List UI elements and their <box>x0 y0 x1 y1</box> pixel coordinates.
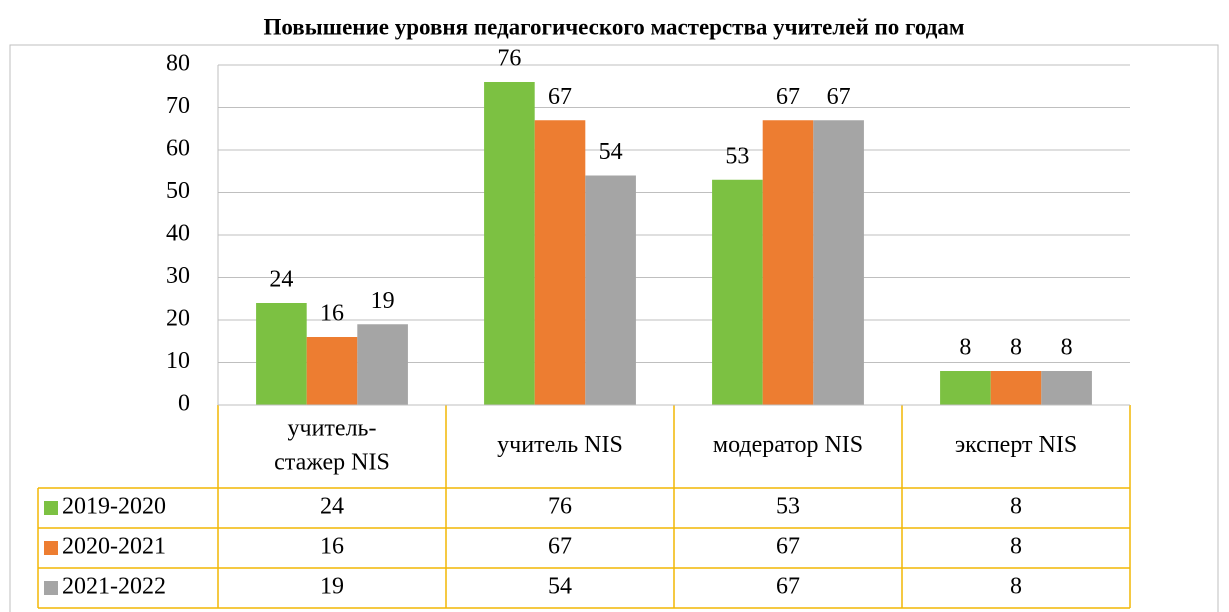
y-tick-label: 30 <box>166 263 190 289</box>
bar <box>484 82 535 405</box>
data-label: 8 <box>1061 335 1073 361</box>
data-label: 8 <box>959 335 971 361</box>
y-tick-label: 20 <box>166 306 190 332</box>
legend-label: 2021-2022 <box>62 574 166 600</box>
data-label: 19 <box>371 288 395 314</box>
y-tick-label: 80 <box>166 51 190 77</box>
x-tick-label: модератор NIS <box>713 432 863 458</box>
legend-swatch <box>44 541 58 555</box>
table-value: 76 <box>548 494 572 520</box>
table-value: 67 <box>548 534 572 560</box>
table-value: 67 <box>776 574 800 600</box>
table-value: 19 <box>320 574 344 600</box>
legend-label: 2019-2020 <box>62 494 166 520</box>
table-value: 8 <box>1010 494 1022 520</box>
table-value: 54 <box>548 574 572 600</box>
data-label: 76 <box>497 46 521 72</box>
x-tick-label: учитель NIS <box>497 432 623 458</box>
label-line: стажер NIS <box>274 449 390 475</box>
chart-title: Повышение уровня педагогического мастерс… <box>263 14 964 39</box>
legend-label: 2020-2021 <box>62 534 166 560</box>
table-value: 24 <box>320 494 344 520</box>
table-value: 53 <box>776 494 800 520</box>
y-tick-label: 60 <box>166 136 190 162</box>
bar <box>306 337 358 405</box>
y-tick-label: 40 <box>166 221 190 247</box>
data-label: 67 <box>776 84 800 110</box>
bar <box>762 120 814 405</box>
bar <box>712 179 763 405</box>
legend-swatch <box>44 581 58 595</box>
table-value: 8 <box>1010 574 1022 600</box>
bar <box>534 120 586 405</box>
bar <box>357 324 408 405</box>
bar <box>940 371 991 405</box>
bar <box>585 175 636 405</box>
y-tick-label: 0 <box>178 391 190 417</box>
data-label: 54 <box>599 139 623 165</box>
y-tick-label: 50 <box>166 178 190 204</box>
table-value: 16 <box>320 534 344 560</box>
y-tick-label: 70 <box>166 93 190 119</box>
bar <box>256 303 307 405</box>
legend-swatch <box>44 501 58 515</box>
bar <box>813 120 864 405</box>
data-label: 67 <box>548 84 572 110</box>
data-label: 16 <box>320 301 344 327</box>
data-label: 8 <box>1010 335 1022 361</box>
y-tick-label: 10 <box>166 348 190 374</box>
data-label: 24 <box>269 267 293 293</box>
chart-border <box>9 44 1219 612</box>
data-label: 53 <box>725 143 749 169</box>
bar <box>990 371 1042 405</box>
table-value: 8 <box>1010 534 1022 560</box>
bar <box>1041 371 1092 405</box>
x-tick-label: учитель-стажер NIS <box>274 415 390 475</box>
table-value: 67 <box>776 534 800 560</box>
data-label: 67 <box>827 84 851 110</box>
x-tick-label: эксперт NIS <box>955 432 1077 458</box>
label-line: учитель- <box>288 415 377 441</box>
